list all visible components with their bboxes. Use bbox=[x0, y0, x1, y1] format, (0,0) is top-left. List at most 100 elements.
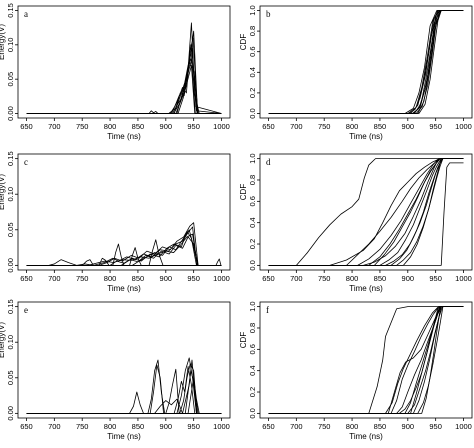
panel-d-series-2 bbox=[268, 158, 464, 266]
panel-d-series-6 bbox=[268, 158, 464, 266]
panel-f-frame bbox=[259, 301, 473, 419]
panel-a-xtick-label: 950 bbox=[187, 122, 200, 131]
panel-b-ytick-label: 0.8 bbox=[248, 26, 257, 36]
panel-d-series-13 bbox=[268, 162, 464, 266]
panel-f: 650 700 750 800 850 900 950 1000 0.0 0.2 0.4 0.6 0.8… bbox=[239, 301, 473, 441]
panel-e-series-10 bbox=[26, 398, 222, 414]
panel-e-series-7 bbox=[26, 363, 222, 414]
panel-e-xtick-label: 700 bbox=[48, 422, 61, 431]
panel-f-series-1 bbox=[268, 306, 464, 414]
panel-c-xtick-label: 750 bbox=[76, 274, 89, 283]
panel-c: 650 700 750 800 850 900 950 1000 0.00 0.05 0.10 0.1… bbox=[0, 151, 231, 293]
panel-c-xtick-label: 1000 bbox=[213, 274, 230, 283]
panel-b-series-2 bbox=[268, 10, 464, 114]
panel-d-xtick-label: 1000 bbox=[455, 274, 472, 283]
panel-e-xtick-label: 900 bbox=[160, 422, 173, 431]
panel-a-series-7 bbox=[26, 30, 222, 114]
panel-f-letter: f bbox=[266, 305, 269, 315]
panel-d-series-5 bbox=[268, 158, 464, 266]
panel-b-ytick-label: 0.0 bbox=[248, 108, 257, 118]
panel-a-frame bbox=[17, 5, 231, 119]
panel-e-series-5 bbox=[26, 365, 222, 414]
panel-f-xtick-label: 800 bbox=[346, 422, 359, 431]
panel-b: 650 700 750 800 850 900 950 1000 0.0 0.2 0.4 0.6 0.8… bbox=[239, 5, 473, 141]
panel-a-series-8 bbox=[26, 54, 222, 114]
panel-b-letter: b bbox=[266, 9, 271, 19]
panel-c-series-12 bbox=[26, 258, 222, 266]
panel-c-ytick-label: 0.05 bbox=[6, 222, 15, 237]
panel-b-frame bbox=[259, 5, 473, 119]
panel-d-series-9 bbox=[268, 158, 464, 266]
panel-c-xtick-label: 950 bbox=[187, 274, 200, 283]
panel-e: 650 700 750 800 850 900 950 1000 0.00 0.05 0.10 0.1… bbox=[0, 299, 231, 441]
panel-d-xtick-label: 650 bbox=[262, 274, 275, 283]
panel-a-ytick-label: 0.15 bbox=[6, 3, 15, 18]
panel-e-ytick-label: 0.00 bbox=[6, 406, 15, 421]
panel-f-xtick-label: 650 bbox=[262, 422, 275, 431]
panel-f-series-11 bbox=[268, 306, 464, 414]
panel-f-series-12 bbox=[268, 306, 464, 414]
panel-d-series-1 bbox=[268, 158, 464, 266]
panel-d-xtick-label: 700 bbox=[290, 274, 303, 283]
panel-e-y-axis-title: Energy(V) bbox=[0, 322, 6, 358]
panel-f-ytick-label: 0.2 bbox=[248, 387, 257, 397]
panel-d-xtick-label: 750 bbox=[318, 274, 331, 283]
panel-b-xtick-label: 900 bbox=[402, 122, 415, 131]
panel-e-xtick-label: 650 bbox=[20, 422, 33, 431]
panel-d-series-10 bbox=[268, 158, 464, 266]
panel-f-ytick-label: 0.4 bbox=[248, 365, 257, 375]
panel-a-series-9 bbox=[26, 110, 222, 114]
panel-a-ytick-label: 0.00 bbox=[6, 106, 15, 121]
panel-d-series-4 bbox=[268, 158, 464, 266]
panel-a-ytick-label: 0.05 bbox=[6, 72, 15, 87]
panel-b-series-9 bbox=[268, 10, 464, 114]
panel-b-series-5 bbox=[268, 10, 464, 114]
panel-b-y-axis-title: CDF bbox=[239, 34, 248, 51]
panel-a-xtick-label: 800 bbox=[104, 122, 117, 131]
panel-c-ytick-label: 0.10 bbox=[6, 187, 15, 202]
panel-b-xtick-label: 700 bbox=[290, 122, 303, 131]
panel-e-x-axis-title: Time (ns) bbox=[107, 432, 141, 441]
panel-d: 650 700 750 800 850 900 950 1000 0.0 0.2 0.4 0.6 0.8… bbox=[239, 153, 473, 293]
panel-a-y-axis-title: Energy(V) bbox=[0, 24, 6, 60]
panel-e-xtick-label: 1000 bbox=[213, 422, 230, 431]
panel-c-xtick-label: 850 bbox=[132, 274, 145, 283]
panel-f-ytick-label: 0.8 bbox=[248, 323, 257, 333]
panel-c-xtick-label: 650 bbox=[20, 274, 33, 283]
panel-a-ytick-label: 0.10 bbox=[6, 38, 15, 53]
panel-b-xtick-label: 650 bbox=[262, 122, 275, 131]
panel-c-xtick-label: 700 bbox=[48, 274, 61, 283]
panel-e-letter: e bbox=[24, 305, 28, 315]
panel-a: 650 700 750 800 850 900 950 1000 0.00 0.05 0.10 0.1… bbox=[0, 3, 231, 141]
panel-f-series-3 bbox=[268, 306, 464, 414]
panel-f-x-axis-title: Time (ns) bbox=[349, 432, 383, 441]
panel-b-x-axis-title: Time (ns) bbox=[349, 132, 383, 141]
panel-b-series-8 bbox=[268, 10, 464, 114]
panel-f-ytick-label: 1.0 bbox=[248, 301, 257, 311]
panel-c-xtick-label: 800 bbox=[104, 274, 117, 283]
panel-a-xtick-label: 1000 bbox=[213, 122, 230, 131]
panel-f-xtick-label: 1000 bbox=[455, 422, 472, 431]
panel-f-ytick-label: 0.0 bbox=[248, 408, 257, 418]
panel-f-ytick-label: 0.6 bbox=[248, 344, 257, 354]
panel-d-y-axis-title: CDF bbox=[239, 184, 248, 201]
panel-c-series-4 bbox=[26, 233, 222, 266]
panel-d-ytick-label: 0.2 bbox=[248, 239, 257, 249]
panel-d-xtick-label: 950 bbox=[429, 274, 442, 283]
panel-d-frame bbox=[259, 153, 473, 271]
panel-c-series-7 bbox=[26, 243, 222, 266]
panel-c-series-2 bbox=[26, 222, 222, 266]
panel-b-xtick-label: 950 bbox=[429, 122, 442, 131]
panel-d-x-axis-title: Time (ns) bbox=[349, 284, 383, 293]
panel-e-series-11 bbox=[26, 377, 222, 414]
panel-d-ytick-label: 0.6 bbox=[248, 196, 257, 206]
panel-f-xtick-label: 750 bbox=[318, 422, 331, 431]
panel-e-xtick-label: 850 bbox=[132, 422, 145, 431]
panel-c-ytick-label: 0.15 bbox=[6, 151, 15, 166]
panel-f-series-8 bbox=[268, 306, 464, 414]
panel-f-xtick-label: 700 bbox=[290, 422, 303, 431]
panel-b-ytick-label: 0.2 bbox=[248, 88, 257, 98]
panel-f-series-9 bbox=[268, 306, 464, 414]
